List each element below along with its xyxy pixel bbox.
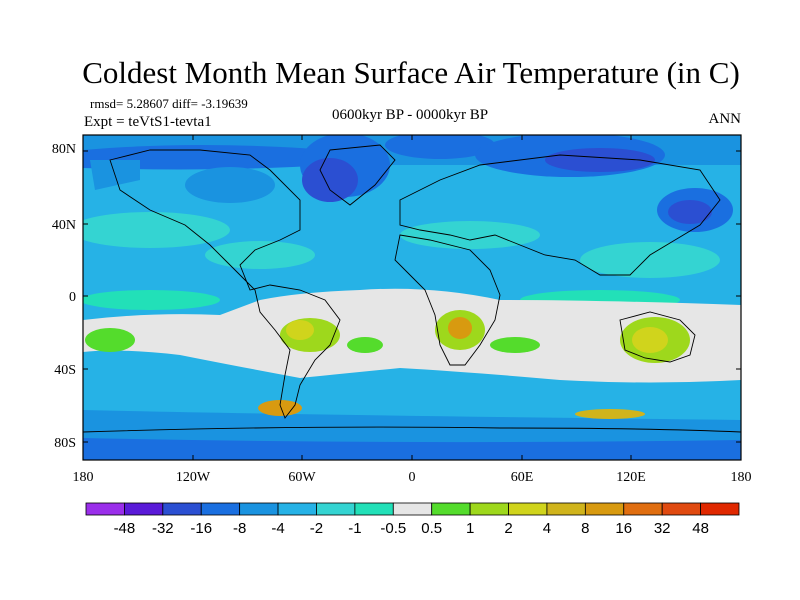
colorbar-swatch	[431, 502, 471, 516]
lat-label: 80S	[54, 436, 76, 451]
colorbar-swatch	[584, 502, 625, 516]
period-label: 0600kyr BP - 0000kyr BP	[332, 107, 488, 123]
colorbar-label: -48	[114, 520, 136, 537]
colorbar-label: -0.5	[380, 520, 406, 537]
colorbar-swatch	[354, 502, 394, 516]
colorbar-label: -2	[310, 520, 323, 537]
lat-label: 0	[69, 290, 76, 305]
colorbar-label: 48	[692, 520, 709, 537]
colorbar-label: -32	[152, 520, 174, 537]
colorbar-swatch	[277, 502, 317, 516]
colorbar-swatch	[200, 502, 241, 516]
colorbar-label: -4	[271, 520, 284, 537]
colorbar-swatch	[469, 502, 509, 516]
colorbar-swatch	[85, 502, 125, 516]
colorbar-label: 16	[615, 520, 632, 537]
colorbar-label: 8	[581, 520, 589, 537]
colorbar-label: 32	[654, 520, 671, 537]
colorbar-swatch	[546, 502, 586, 516]
lon-label: 180	[731, 470, 752, 485]
colorbar-label: 2	[504, 520, 512, 537]
coastlines	[83, 144, 741, 433]
temperature-field	[83, 135, 741, 460]
colorbar-swatch	[162, 502, 202, 516]
season-label: ANN	[709, 111, 742, 127]
colorbar-label: 1	[466, 520, 474, 537]
colorbar-swatch	[392, 502, 433, 516]
colorbar: -48 -32 -16 -8 -4 -2 -1 -0.5 0.5 1 2 4 8 16 32 48	[85, 502, 740, 537]
lat-label: 40S	[54, 363, 76, 378]
colorbar-label: 4	[543, 520, 551, 537]
lon-label: 120W	[176, 470, 211, 485]
colorbar-swatch	[623, 502, 663, 516]
longitude-axis: 180 120W 60W 0 60E 120E 180	[73, 135, 752, 485]
colorbar-label: -1	[348, 520, 361, 537]
lat-label: 40N	[52, 218, 76, 233]
colorbar-swatch	[239, 502, 279, 516]
latitude-axis: 80N 40N 0 40S 80S	[52, 142, 741, 451]
colorbar-label: -16	[190, 520, 212, 537]
lon-label: 60E	[511, 470, 534, 485]
lon-label: 60W	[288, 470, 316, 485]
colorbar-swatch	[661, 502, 701, 516]
stats-label: rmsd= 5.28607 diff= -3.19639	[90, 96, 248, 111]
colorbar-swatch	[316, 502, 356, 516]
colorbar-swatch	[124, 502, 164, 516]
colorbar-swatch	[508, 502, 548, 516]
lon-label: 120E	[616, 470, 646, 485]
lat-label: 80N	[52, 142, 76, 157]
lon-label: 180	[73, 470, 94, 485]
colorbar-swatch	[700, 502, 740, 516]
lon-label: 0	[409, 470, 416, 485]
colorbar-label: 0.5	[421, 520, 442, 537]
figure-title: Coldest Month Mean Surface Air Temperatu…	[82, 55, 740, 90]
colorbar-label: -8	[233, 520, 246, 537]
experiment-label: Expt = teVtS1-tevta1	[84, 114, 212, 130]
